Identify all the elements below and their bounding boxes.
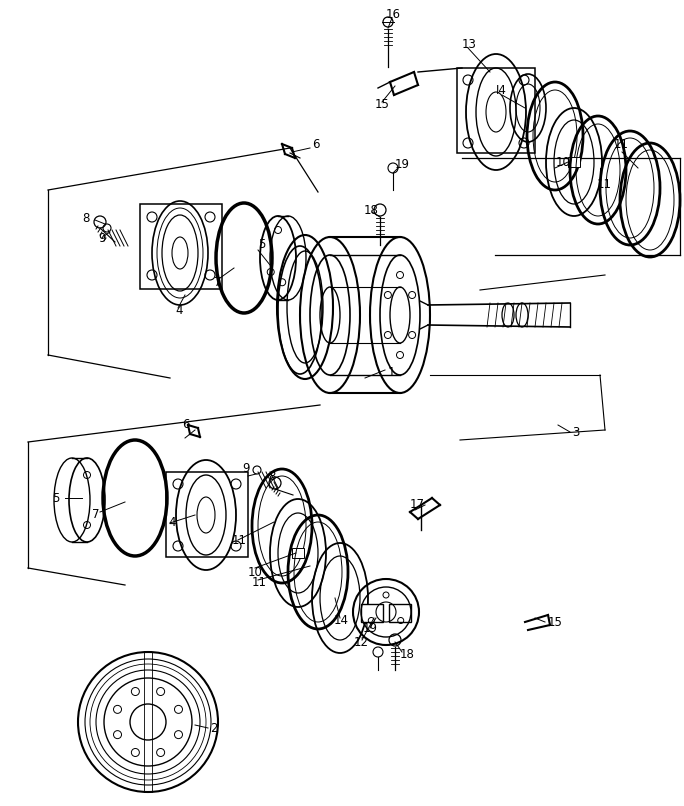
Text: 9: 9 xyxy=(242,462,250,475)
Bar xyxy=(568,157,580,167)
Text: 7: 7 xyxy=(214,276,222,289)
Text: 15: 15 xyxy=(375,98,390,111)
Text: 8: 8 xyxy=(82,211,90,225)
Text: 15: 15 xyxy=(548,616,563,629)
Text: 9: 9 xyxy=(98,231,105,244)
Bar xyxy=(361,604,383,622)
Text: 7: 7 xyxy=(92,508,99,521)
Text: 10: 10 xyxy=(248,566,263,579)
Bar xyxy=(166,472,248,557)
Text: 3: 3 xyxy=(572,426,579,438)
Text: I4: I4 xyxy=(496,84,507,97)
Text: 11: 11 xyxy=(252,575,267,588)
Text: 11: 11 xyxy=(614,138,629,151)
Bar xyxy=(140,204,222,289)
Text: 10: 10 xyxy=(556,156,571,168)
Text: 6: 6 xyxy=(182,418,189,431)
Text: 4: 4 xyxy=(175,304,183,317)
Bar xyxy=(292,548,304,558)
Text: 5: 5 xyxy=(258,238,265,251)
Text: 18: 18 xyxy=(364,203,379,217)
Bar xyxy=(457,68,535,153)
Text: 19: 19 xyxy=(395,157,410,171)
Text: 13: 13 xyxy=(462,38,477,51)
Bar xyxy=(389,604,411,622)
Text: 4: 4 xyxy=(168,517,176,530)
Text: 8: 8 xyxy=(268,470,276,483)
Text: 11: 11 xyxy=(232,534,247,546)
Text: 17: 17 xyxy=(410,498,425,512)
Text: 11: 11 xyxy=(597,177,612,190)
Text: 16: 16 xyxy=(386,7,401,20)
Text: 5: 5 xyxy=(52,492,60,505)
Text: 2: 2 xyxy=(210,721,218,734)
Text: 14: 14 xyxy=(334,613,349,626)
Text: 19: 19 xyxy=(363,621,378,634)
Text: 12: 12 xyxy=(354,637,369,650)
Text: 6: 6 xyxy=(312,139,319,152)
Text: 1: 1 xyxy=(388,365,395,379)
Text: 18: 18 xyxy=(400,649,415,662)
